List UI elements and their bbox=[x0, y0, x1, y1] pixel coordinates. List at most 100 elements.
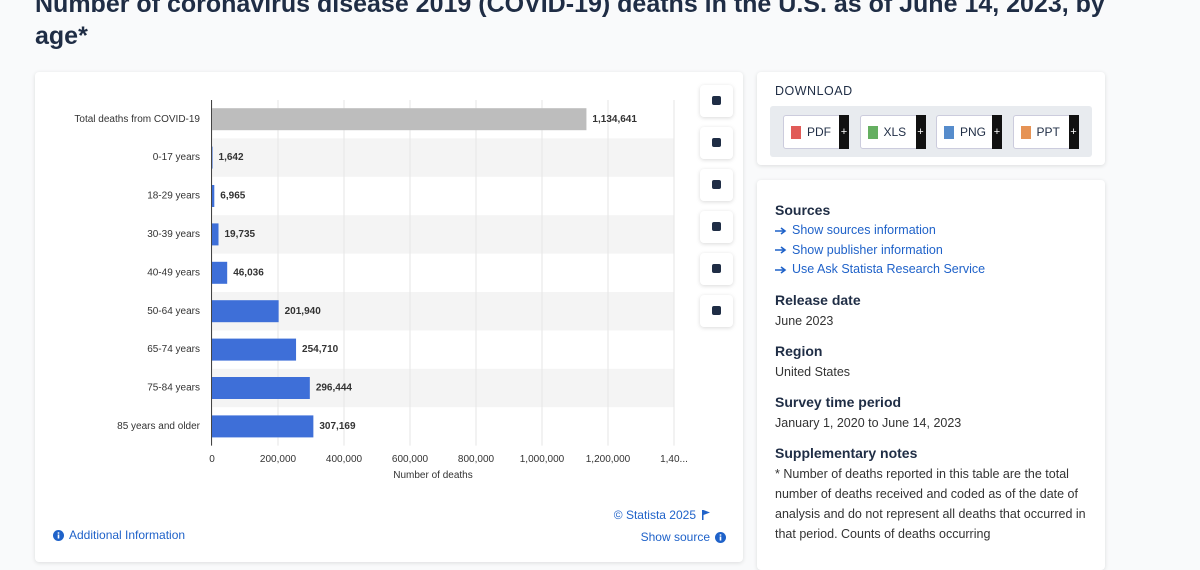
flag-icon bbox=[702, 510, 710, 520]
value-label: 1,134,641 bbox=[592, 114, 637, 125]
source-link[interactable]: Use Ask Statista Research Service bbox=[792, 262, 986, 276]
x-tick-label: 1,200,000 bbox=[586, 454, 631, 465]
download-button[interactable]: XLS + bbox=[859, 115, 926, 149]
y-tick-label: 85 years and older bbox=[117, 421, 201, 432]
bar bbox=[212, 108, 587, 131]
button-plus[interactable]: + bbox=[915, 115, 926, 149]
value-label: 307,169 bbox=[319, 421, 356, 432]
share-button[interactable] bbox=[700, 211, 733, 243]
arrow-icon bbox=[775, 227, 787, 235]
button-label[interactable]: PDF bbox=[807, 125, 831, 139]
arrow bbox=[775, 266, 787, 274]
x-axis-title: Number of deaths bbox=[393, 470, 473, 481]
x-tick-label: 200,000 bbox=[260, 454, 297, 465]
y-tick-label: 65-74 years bbox=[147, 344, 200, 355]
print-button[interactable] bbox=[700, 295, 733, 327]
credit-text[interactable]: © Statista 2025 bbox=[613, 508, 696, 522]
file-icon bbox=[791, 125, 801, 139]
file-icon bbox=[944, 125, 954, 139]
info-link[interactable]: Additional Information bbox=[69, 528, 186, 542]
bar bbox=[212, 261, 228, 284]
x-tick-label: 1,40... bbox=[660, 454, 688, 465]
value-label: 254,710 bbox=[302, 344, 339, 355]
file-icon bbox=[1020, 125, 1031, 139]
x-tick-label: 0 bbox=[209, 454, 215, 465]
details-card: Sources Show sources information Show pub… bbox=[757, 180, 1105, 570]
button-plus[interactable]: + bbox=[992, 115, 1002, 149]
value-label: 296,444 bbox=[316, 383, 353, 394]
source-link[interactable]: Show publisher information bbox=[792, 242, 943, 257]
y-tick-label: 40-49 years bbox=[147, 267, 200, 278]
section-title: Region bbox=[775, 342, 823, 359]
download-title: DOWNLOAD bbox=[775, 84, 853, 98]
x-tick-label: 800,000 bbox=[458, 454, 495, 465]
value-label: 6,965 bbox=[220, 191, 245, 202]
source-row[interactable]: Use Ask Statista Research Service bbox=[775, 260, 1087, 280]
show-source[interactable]: Show source bbox=[641, 530, 726, 544]
bar bbox=[212, 300, 279, 323]
button-label[interactable]: XLS bbox=[883, 125, 907, 139]
section-title: Supplementary notes bbox=[775, 444, 918, 461]
y-tick-label: Total deaths from COVID-19 bbox=[74, 114, 200, 125]
bar bbox=[212, 223, 219, 246]
sources-title: Sources bbox=[775, 202, 831, 218]
row-band bbox=[212, 215, 674, 254]
bar bbox=[212, 415, 314, 438]
favorite-button[interactable] bbox=[700, 85, 733, 117]
value-label: 201,940 bbox=[285, 306, 322, 317]
download-button[interactable]: PDF + bbox=[783, 115, 849, 149]
download-button[interactable]: PNG + bbox=[936, 115, 1002, 149]
arrow-icon bbox=[775, 246, 787, 254]
credit[interactable]: © Statista 2025 bbox=[614, 508, 710, 522]
y-tick-label: 18-29 years bbox=[147, 191, 200, 202]
section-text: June 2023 bbox=[775, 313, 834, 328]
bar bbox=[212, 377, 310, 399]
button-plus[interactable]: + bbox=[1068, 115, 1079, 149]
detail-section: Region United States bbox=[775, 343, 1087, 382]
x-tick-label: 400,000 bbox=[326, 454, 363, 465]
source-row[interactable]: Show publisher information bbox=[775, 241, 1087, 261]
section-text: January 1, 2020 to June 14, 2023 bbox=[775, 415, 962, 430]
info-icon bbox=[53, 529, 64, 541]
y-tick-label: 30-39 years bbox=[147, 229, 200, 240]
y-tick-label: 50-64 years bbox=[147, 306, 200, 317]
section-text: United States bbox=[775, 364, 851, 379]
source-link[interactable]: Show source bbox=[640, 530, 710, 544]
detail-section: Release date June 2023 bbox=[775, 292, 1087, 331]
arrow-icon bbox=[775, 266, 787, 274]
bar bbox=[212, 185, 215, 207]
button-label[interactable]: PNG bbox=[960, 125, 987, 139]
value-label: 1,642 bbox=[219, 152, 244, 163]
detail-section: Survey time period January 1, 2020 to Jun… bbox=[775, 394, 1087, 433]
file-icon bbox=[867, 125, 878, 139]
source-link[interactable]: Show sources information bbox=[792, 223, 936, 237]
source-row[interactable]: Show sources information bbox=[775, 221, 1087, 241]
x-tick-label: 600,000 bbox=[392, 454, 429, 465]
info-icon bbox=[715, 531, 726, 543]
bar bbox=[212, 338, 297, 361]
detail-section: Supplementary notes * Number of deaths re… bbox=[775, 445, 1087, 544]
section-text: * Number of deaths reported in this tabl… bbox=[775, 466, 1086, 541]
section-title: Survey time period bbox=[775, 393, 902, 410]
x-tick-label: 1,000,000 bbox=[520, 454, 565, 465]
value-label: 46,036 bbox=[233, 267, 264, 278]
bar bbox=[212, 146, 213, 169]
download-button[interactable]: PPT + bbox=[1012, 115, 1079, 149]
row-band bbox=[212, 292, 674, 331]
button-label[interactable]: PPT bbox=[1036, 125, 1060, 139]
section-title: Release date bbox=[775, 291, 861, 308]
additional-info[interactable]: Additional Information bbox=[53, 528, 185, 542]
arrow bbox=[775, 227, 787, 235]
y-tick-label: 0-17 years bbox=[153, 152, 200, 163]
button-plus[interactable]: + bbox=[839, 115, 849, 149]
chart: 0 200,000 400,000 600,000 800,000 1,000,000 1,… bbox=[74, 100, 688, 481]
row-band bbox=[212, 138, 674, 177]
page-title: Number of coronavirus disease 2019 (COVI… bbox=[35, 0, 1105, 50]
value-label: 19,735 bbox=[225, 229, 256, 240]
arrow bbox=[775, 246, 787, 254]
cite-button[interactable] bbox=[700, 253, 733, 285]
notify-button[interactable] bbox=[700, 127, 733, 159]
y-tick-label: 75-84 years bbox=[147, 383, 200, 394]
settings-button[interactable] bbox=[700, 169, 733, 201]
